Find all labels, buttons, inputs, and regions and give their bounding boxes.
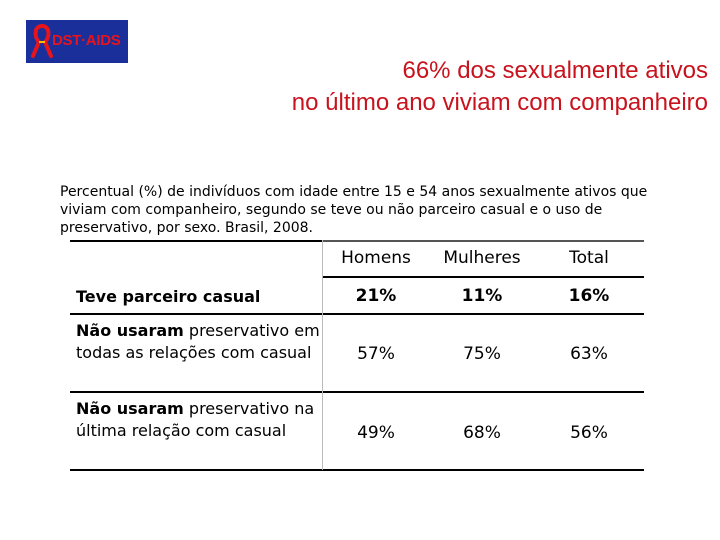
logo-text: DST·AIDS <box>52 32 121 49</box>
row-2-total: 63% <box>570 344 608 364</box>
rule-vertical <box>322 240 323 470</box>
row-3-mulheres: 68% <box>463 423 501 443</box>
row-3-label: Não usaram preservativo na última relaçã… <box>76 398 326 442</box>
row-3-total: 56% <box>570 423 608 443</box>
page-title: 66% dos sexualmente ativos no último ano… <box>108 55 708 119</box>
row-3-label-rest: preservativo na última relação com casua… <box>76 399 315 440</box>
row-2-label-bold: Não usaram <box>76 321 184 340</box>
row-3-label-bold: Não usaram <box>76 399 184 418</box>
rule-header-bottom <box>322 276 644 278</box>
title-line-1: 66% dos sexualmente ativos <box>402 57 708 84</box>
column-header-mulheres: Mulheres <box>443 248 521 268</box>
row-2-mulheres: 75% <box>463 344 501 364</box>
rule-top-left <box>70 240 328 242</box>
rule-row-1-bottom <box>70 313 644 315</box>
row-1-label-bold: Teve parceiro casual <box>76 287 261 306</box>
column-header-total: Total <box>569 248 609 268</box>
rule-top-right <box>322 240 644 242</box>
row-2-label: Não usaram preservativo em todas as rela… <box>76 320 326 364</box>
row-2-label-rest: preservativo em todas as relações com ca… <box>76 321 320 362</box>
red-ribbon-icon <box>31 24 53 58</box>
rule-row-2-bottom <box>70 391 644 393</box>
row-2-homens: 57% <box>357 344 395 364</box>
rule-row-3-bottom <box>70 469 644 471</box>
row-1-label: Teve parceiro casual <box>76 286 326 308</box>
row-1-homens: 21% <box>355 286 397 306</box>
table-caption: Percentual (%) de indivíduos com idade e… <box>60 184 648 236</box>
column-header-homens: Homens <box>341 248 411 268</box>
row-1-total: 16% <box>568 286 610 306</box>
row-3-homens: 49% <box>357 423 395 443</box>
title-line-2: no último ano viviam com companheiro <box>291 89 708 116</box>
dst-aids-logo: DST·AIDS <box>26 20 128 63</box>
row-1-mulheres: 11% <box>461 286 503 306</box>
